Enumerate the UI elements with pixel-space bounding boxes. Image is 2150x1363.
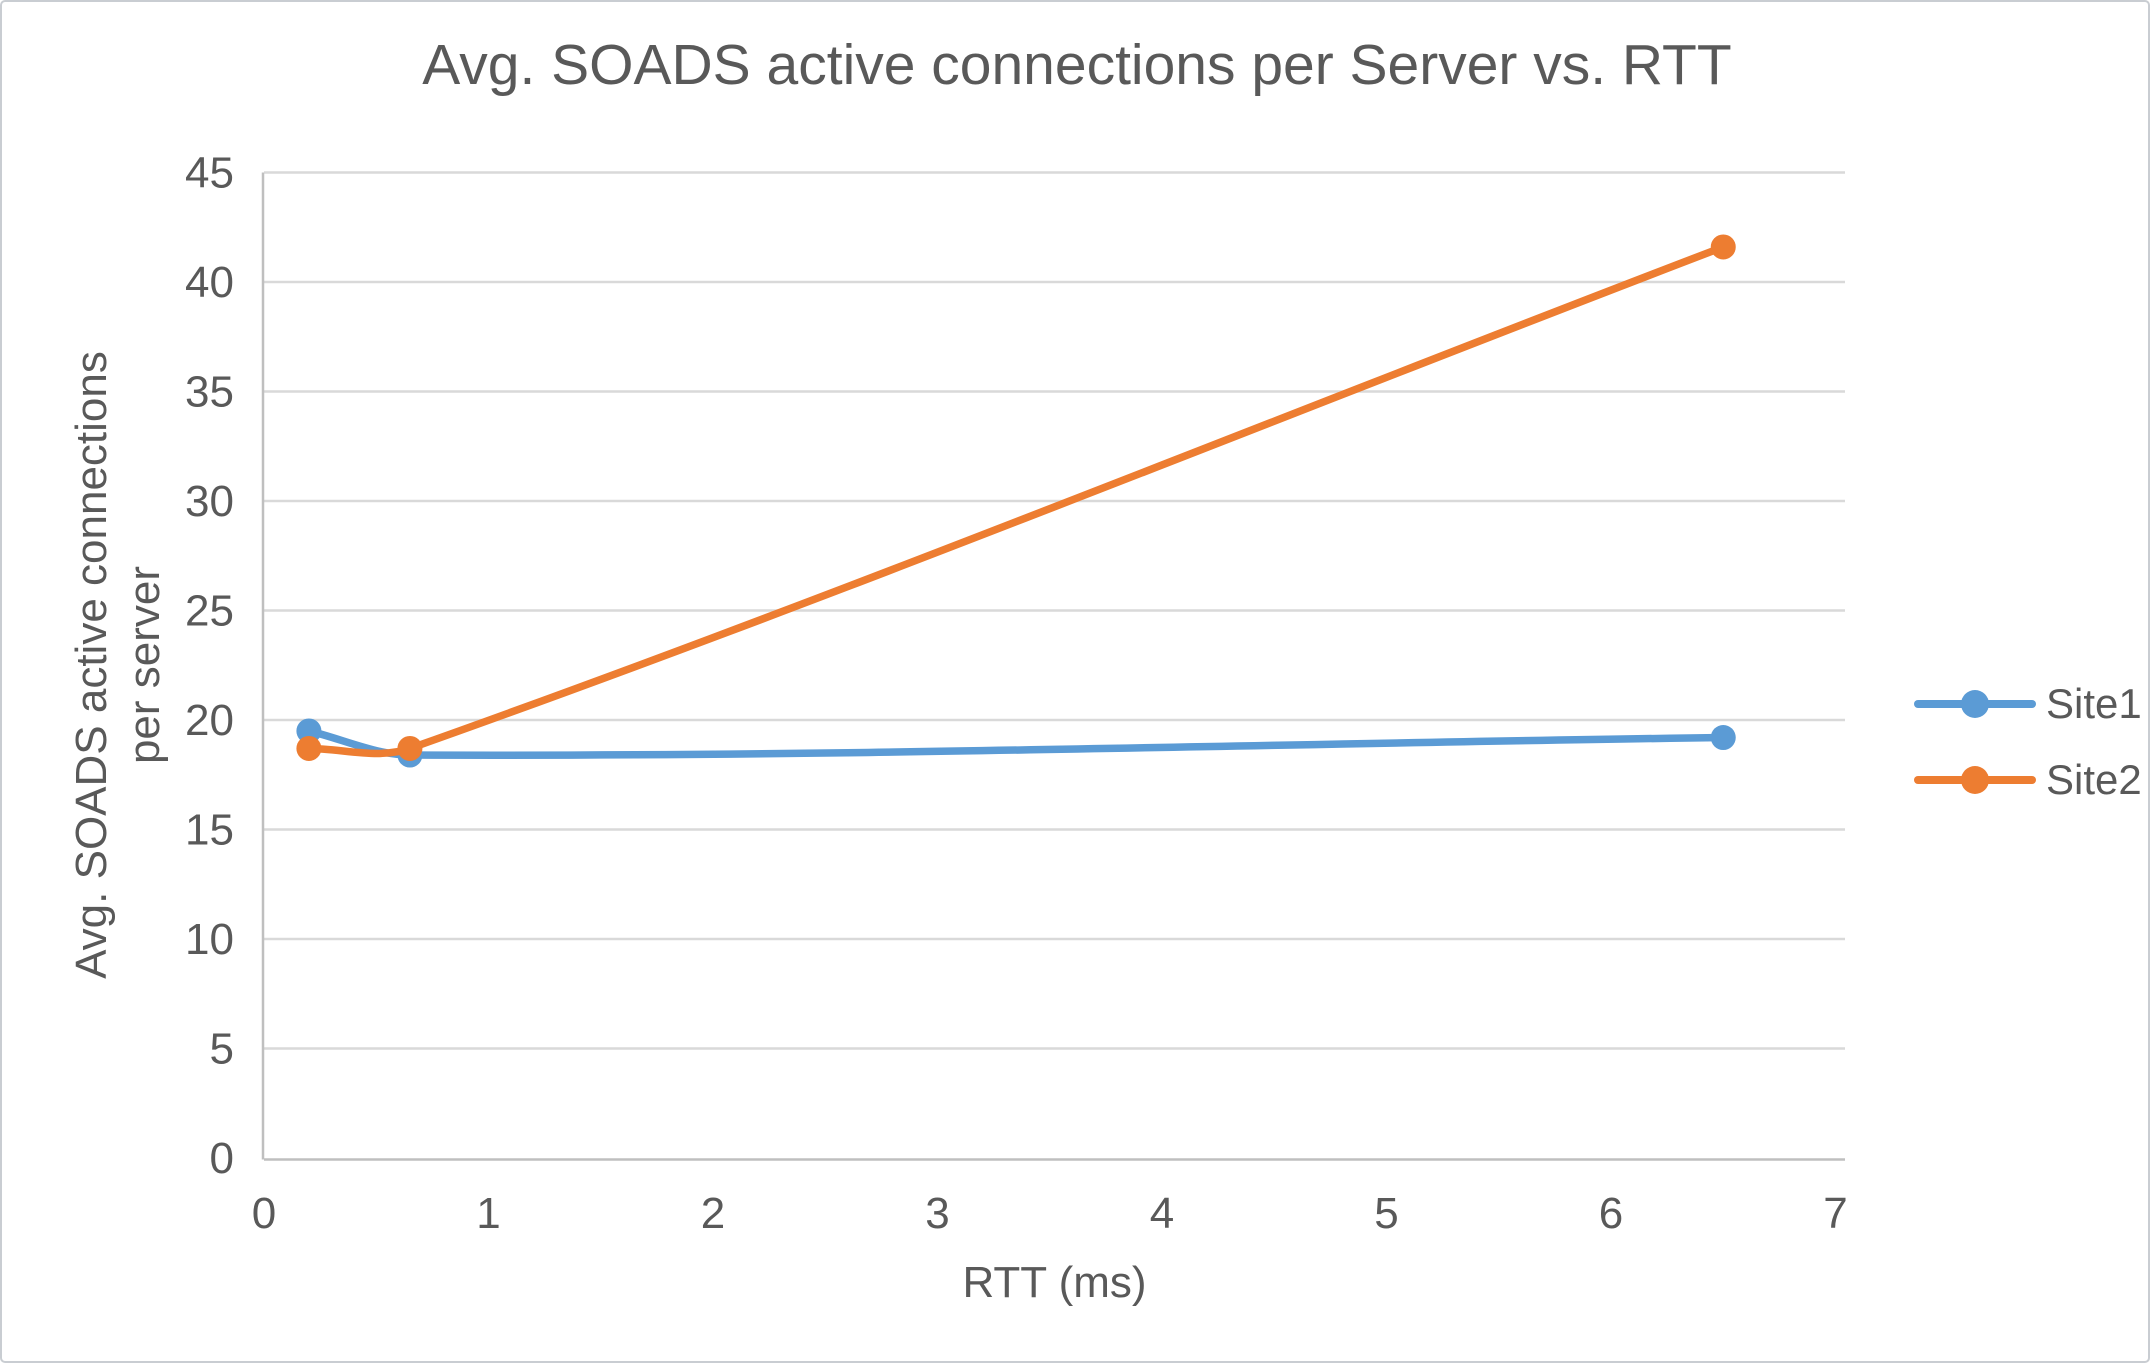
y-tick-label-10: 10 [185,915,234,964]
y-tick-label-40: 40 [185,258,234,307]
site2-line-marker-icon [1914,766,2036,794]
x-tick-label-2: 2 [701,1189,725,1238]
x-tick-label-4: 4 [1150,1189,1174,1238]
marker-site1-0 [296,718,322,744]
chart-title: Avg. SOADS active connections per Server… [422,33,1732,97]
y-tick-label-5: 5 [210,1025,234,1074]
legend-label-site2: Site2 [2046,756,2142,803]
y-tick-label-15: 15 [185,806,234,855]
legend-item-site2: Site2 [1914,746,2142,814]
y-tick-label-20: 20 [185,696,234,745]
marker-site2-2 [1710,234,1736,260]
legend-label-site1: Site1 [2046,680,2142,727]
y-tick-label-25: 25 [185,587,234,636]
y-tick-label-35: 35 [185,368,234,417]
x-tick-label-7: 7 [1823,1189,1847,1238]
marker-site2-0 [296,735,322,761]
marker-site2-1 [397,735,423,761]
series-line-site1 [305,727,1727,759]
x-tick-label-1: 1 [476,1189,500,1238]
legend: Site1 Site2 [1914,670,2142,814]
x-tick-label-0: 0 [252,1189,276,1238]
x-tick-label-5: 5 [1374,1189,1398,1238]
y-tick-label-0: 0 [210,1134,234,1183]
site1-line-marker-icon [1914,690,2036,718]
x-tick-label-6: 6 [1599,1189,1623,1238]
y-tick-label-30: 30 [185,477,234,526]
x-axis-title: RTT (ms) [962,1258,1147,1307]
marker-site1-2 [1710,725,1736,751]
series-line-site2 [305,243,1727,758]
x-tick-label-3: 3 [925,1189,949,1238]
y-tick-label-45: 45 [185,149,234,198]
legend-item-site1: Site1 [1914,670,2142,738]
